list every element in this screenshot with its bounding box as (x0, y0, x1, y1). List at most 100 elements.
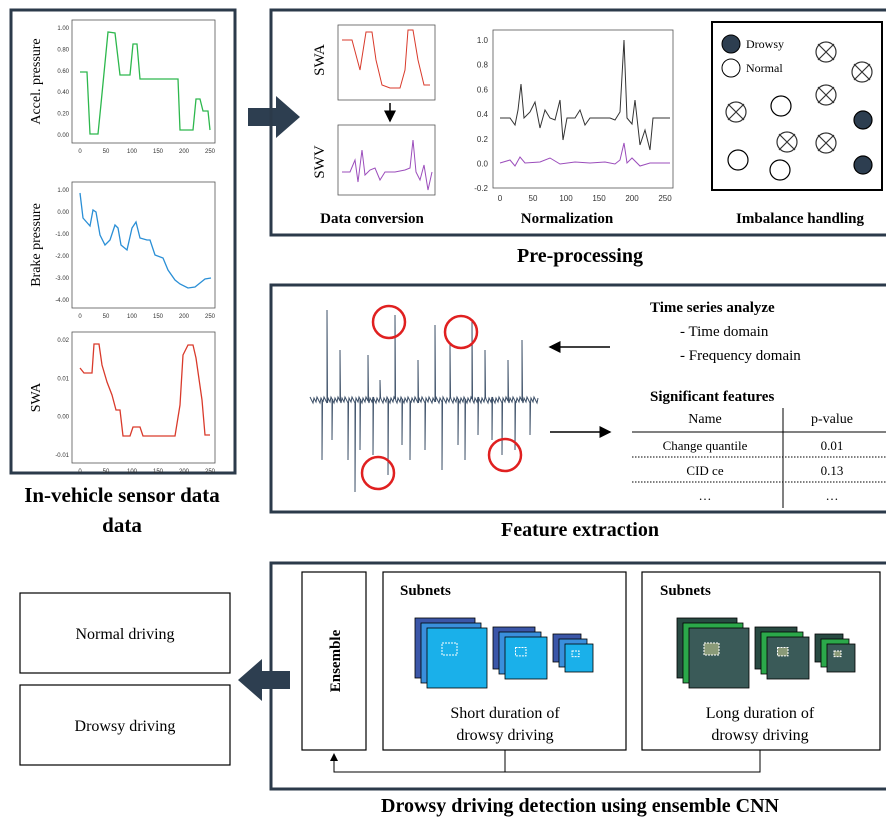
subnet-title: Subnets (660, 583, 711, 599)
normalization-label: Normalization (521, 211, 614, 227)
y-tick-label: -0.2 (474, 184, 488, 193)
y-tick-label: -3.00 (55, 276, 69, 282)
analysis-item: - Time domain (680, 324, 769, 340)
analysis-title: Time series analyze (650, 300, 775, 316)
subnet-caption: drowsy driving (456, 727, 553, 744)
legend-entry: Drowsy (746, 37, 784, 51)
y-tick-label: 0.0 (477, 160, 489, 169)
feature-map (689, 628, 749, 688)
y-tick-label: 1.0 (477, 36, 489, 45)
x-tick-label: 100 (127, 314, 138, 320)
detection-title: Drowsy driving detection using ensemble … (381, 795, 780, 817)
x-tick-label: 200 (179, 469, 190, 475)
features-title: Significant features (650, 389, 774, 405)
x-tick-label: 250 (205, 149, 216, 155)
x-tick-label: 250 (658, 194, 672, 203)
x-tick-label: 150 (592, 194, 606, 203)
arrow (238, 659, 290, 701)
y-tick-label: 0.01 (57, 376, 69, 382)
swa-plot (338, 25, 435, 100)
y-tick-label: -1.00 (55, 232, 69, 238)
y-tick-label: 0.80 (57, 47, 69, 53)
subnet-title: Subnets (400, 583, 451, 599)
feature-map (505, 637, 547, 679)
y-tick-label: 0.4 (477, 110, 489, 119)
y-tick-label: 0.00 (57, 133, 69, 139)
normalized-line (500, 40, 670, 150)
x-tick-label: 200 (179, 314, 190, 320)
swv-plot (338, 125, 435, 195)
x-tick-label: 50 (103, 314, 110, 320)
feature-map (427, 628, 487, 688)
data-conversion-label: Data conversion (320, 211, 424, 227)
x-tick-label: 50 (529, 194, 538, 203)
swa-line (342, 30, 430, 88)
sensor-panel (11, 10, 235, 473)
normal-marker (722, 59, 740, 77)
y-tick-label: 0.02 (57, 338, 69, 344)
y-tick-label: 0.20 (57, 112, 69, 118)
swv-label: SWV (312, 145, 328, 179)
ensemble-label: Ensemble (328, 629, 344, 692)
x-tick-label: 150 (153, 149, 164, 155)
table-header: p-value (811, 412, 853, 427)
kernel (516, 648, 527, 656)
subnet-caption: Short duration of (450, 705, 560, 722)
feedback-line (334, 750, 505, 772)
table-cell: 0.13 (821, 463, 844, 478)
x-tick-label: 0 (498, 194, 503, 203)
feature-title: Feature extraction (501, 519, 659, 541)
y-tick-label: -2.00 (55, 254, 69, 260)
imbalance-label: Imbalance handling (736, 211, 864, 227)
feature-map (827, 644, 855, 672)
table-cell: CID ce (686, 463, 723, 478)
y-axis-label: Brake pressure (29, 203, 44, 287)
kernel (442, 643, 457, 655)
sensor-title: In-vehicle sensor data (24, 483, 220, 507)
drowsy-marker (722, 35, 740, 53)
x-tick-label: 150 (153, 314, 164, 320)
legend-entry: Normal (746, 61, 783, 75)
preprocessing-title: Pre-processing (517, 245, 643, 267)
table-cell: … (699, 488, 712, 503)
feature-map (565, 644, 593, 672)
swv-line (342, 140, 432, 190)
y-tick-label: 0.00 (57, 415, 69, 421)
output-label: Drowsy driving (75, 718, 176, 735)
y-tick-label: 1.00 (57, 26, 69, 32)
y-tick-label: -0.01 (55, 453, 69, 459)
feature-map (767, 637, 809, 679)
output-label: Normal driving (75, 626, 174, 643)
swa-line (80, 344, 210, 436)
kernel (834, 651, 841, 657)
y-tick-label: 0.40 (57, 90, 69, 96)
x-tick-label: 50 (103, 469, 110, 475)
x-tick-label: 250 (205, 469, 216, 475)
subnet-caption: Long duration of (706, 705, 815, 722)
x-tick-label: 200 (179, 149, 190, 155)
x-tick-label: 50 (103, 149, 110, 155)
kernel (704, 643, 719, 655)
accel-line (80, 32, 210, 134)
x-tick-label: 250 (205, 314, 216, 320)
swa-label: SWA (312, 44, 328, 76)
x-tick-label: 0 (78, 149, 82, 155)
x-tick-label: 100 (127, 469, 138, 475)
x-tick-label: 100 (127, 149, 138, 155)
y-tick-label: 1.00 (57, 188, 69, 194)
table-cell: Change quantile (663, 438, 748, 453)
kernel (572, 651, 579, 657)
signal (310, 310, 538, 492)
brake-line (80, 193, 211, 288)
feedback-line (505, 750, 760, 772)
analysis-item: - Frequency domain (680, 348, 801, 364)
diagram: Accel. pressure1.000.800.600.400.200.000… (0, 0, 886, 818)
x-tick-label: 100 (559, 194, 573, 203)
x-tick-label: 0 (78, 314, 82, 320)
y-tick-label: 0.6 (477, 85, 489, 94)
y-tick-label: 0.8 (477, 61, 489, 70)
x-tick-label: 200 (625, 194, 639, 203)
arrow (248, 96, 300, 138)
